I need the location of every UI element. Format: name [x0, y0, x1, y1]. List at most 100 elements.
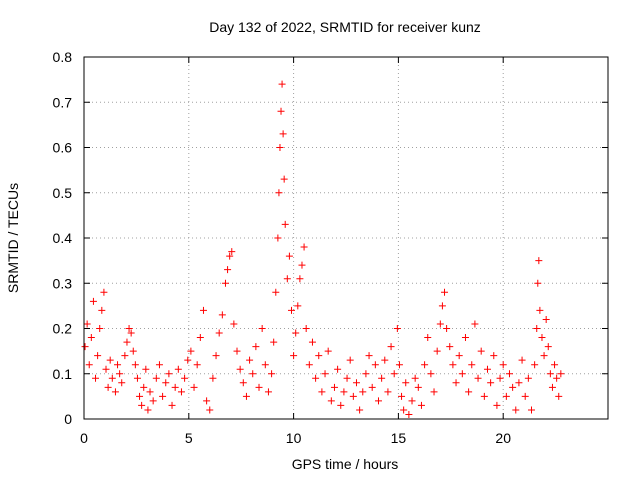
data-point — [123, 338, 131, 346]
data-point — [177, 388, 185, 396]
x-axis-label: GPS time / hours — [292, 456, 399, 472]
data-point — [187, 347, 195, 355]
data-point — [518, 356, 526, 364]
data-point — [337, 401, 345, 409]
data-point — [493, 401, 501, 409]
data-point — [531, 361, 539, 369]
data-point — [196, 334, 204, 342]
data-point — [212, 352, 220, 360]
y-tick-label: 0.3 — [53, 275, 73, 291]
data-point — [162, 379, 170, 387]
data-point — [327, 397, 335, 405]
data-point — [390, 370, 398, 378]
data-point — [242, 392, 250, 400]
data-point — [362, 370, 370, 378]
data-point — [296, 275, 304, 283]
data-point — [133, 374, 141, 382]
data-point — [381, 356, 389, 364]
data-point — [131, 361, 139, 369]
data-point — [144, 406, 152, 414]
data-point — [384, 388, 392, 396]
x-tick-label: 5 — [185, 430, 193, 446]
data-point — [224, 266, 232, 274]
data-point — [184, 356, 192, 364]
data-point — [159, 392, 167, 400]
data-point — [305, 361, 313, 369]
data-point — [230, 320, 238, 328]
y-tick-label: 0.4 — [53, 230, 73, 246]
data-point — [292, 329, 300, 337]
data-point — [168, 401, 176, 409]
data-point — [405, 410, 413, 418]
data-point — [312, 374, 320, 382]
data-point — [538, 334, 546, 342]
data-point — [374, 397, 382, 405]
data-point — [226, 252, 234, 260]
data-point — [308, 338, 316, 346]
data-point — [502, 392, 510, 400]
data-point — [249, 370, 257, 378]
data-point — [343, 374, 351, 382]
data-point — [321, 370, 329, 378]
chart-title: Day 132 of 2022, SRMTID for receiver kun… — [209, 19, 481, 35]
data-point — [165, 370, 173, 378]
data-point — [294, 302, 302, 310]
data-point — [468, 361, 476, 369]
data-point — [255, 383, 263, 391]
data-point — [349, 392, 357, 400]
data-point — [276, 144, 284, 151]
data-point — [499, 361, 507, 369]
data-point — [98, 306, 106, 314]
data-point — [89, 297, 97, 305]
data-point — [138, 401, 146, 409]
y-tick-label: 0.5 — [53, 185, 73, 201]
data-point — [452, 379, 460, 387]
x-tick-label: 10 — [286, 430, 302, 446]
data-point — [417, 401, 425, 409]
data-point — [274, 234, 282, 242]
data-point — [281, 220, 289, 228]
data-point — [149, 397, 157, 405]
data-point — [206, 406, 214, 414]
data-point — [402, 379, 410, 387]
data-point — [471, 320, 479, 328]
y-tick-label: 0.2 — [53, 321, 73, 337]
data-point — [436, 320, 444, 328]
data-point — [121, 352, 129, 360]
data-point — [408, 397, 416, 405]
data-point — [324, 347, 332, 355]
data-point — [268, 370, 276, 378]
data-point — [490, 352, 498, 360]
data-point — [365, 352, 373, 360]
data-point — [290, 352, 298, 360]
data-point — [421, 361, 429, 369]
data-point — [129, 347, 137, 355]
data-point — [430, 388, 438, 396]
data-point — [551, 361, 559, 369]
data-point — [438, 302, 446, 310]
data-point — [288, 306, 296, 314]
data-point — [140, 383, 148, 391]
data-point — [458, 370, 466, 378]
data-point — [239, 379, 247, 387]
data-point — [509, 383, 517, 391]
data-point — [111, 388, 119, 396]
data-point — [83, 320, 91, 328]
data-point — [535, 257, 543, 265]
data-point — [228, 248, 236, 256]
data-point — [279, 130, 287, 138]
data-point — [190, 383, 198, 391]
data-point — [340, 388, 348, 396]
data-point — [368, 383, 376, 391]
data-point — [546, 370, 554, 378]
data-point — [515, 379, 523, 387]
data-point — [81, 343, 89, 351]
data-point — [125, 325, 133, 332]
data-point — [85, 361, 93, 369]
data-point — [104, 383, 112, 391]
data-point — [203, 397, 211, 405]
data-point — [387, 343, 395, 351]
y-tick-label: 0.7 — [53, 94, 73, 110]
data-point — [102, 365, 110, 373]
data-point — [512, 406, 520, 414]
